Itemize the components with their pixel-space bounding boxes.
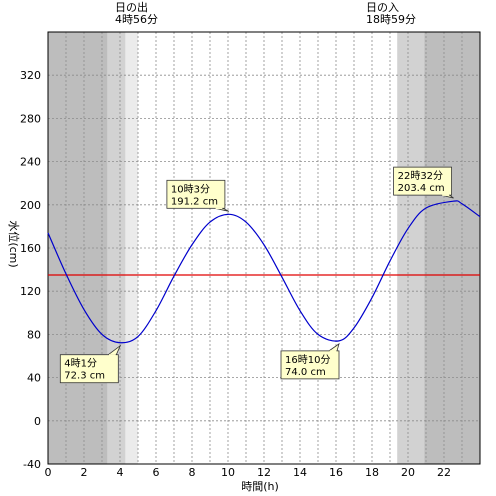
y-tick-label: 200 (20, 199, 41, 212)
annotation-box (280, 350, 340, 380)
annotation-box (166, 179, 226, 209)
x-tick-label: 8 (189, 466, 196, 479)
annotation-time: 4時1分 (64, 358, 97, 370)
annotation-time: 22時32分 (398, 170, 443, 182)
sunrise-label: 日の出 (115, 0, 148, 14)
x-tick-label: 6 (153, 466, 160, 479)
annotation-value: 72.3 cm (64, 371, 105, 382)
y-tick-label: 320 (20, 69, 41, 82)
y-tick-label: 240 (20, 156, 41, 169)
y-tick-label: 120 (20, 285, 41, 298)
x-tick-label: 14 (293, 466, 307, 479)
y-tick-label: 0 (34, 415, 41, 428)
x-tick-labels: 0 2 4 6 8 10 12 14 16 18 20 22 (45, 466, 452, 479)
y-tick-labels: -40 0 40 80 120 160 200 240 280 320 (20, 69, 41, 471)
x-tick-label: 12 (257, 466, 271, 479)
series-group (47, 200, 481, 344)
annotation-pointer-mask (329, 350, 337, 352)
y-tick-label: 80 (27, 328, 41, 341)
annotation-box (59, 354, 119, 384)
x-tick-label: 10 (221, 466, 235, 479)
x-tick-label: 16 (329, 466, 343, 479)
sunset-time: 18時59分 (366, 13, 416, 26)
y-tick-label: 160 (20, 242, 41, 255)
annotation-value: 191.2 cm (171, 196, 218, 207)
annotation-pointer-mask (442, 194, 449, 196)
x-tick-label: 0 (45, 466, 52, 479)
grid (48, 32, 480, 464)
y-tick-label: 40 (27, 372, 41, 385)
tide-series-line (47, 200, 481, 344)
y-tick-label: 280 (20, 112, 41, 125)
annotation-value: 74.0 cm (285, 367, 326, 378)
x-tick-label: 20 (401, 466, 415, 479)
annotation-box (393, 166, 452, 196)
annotation-pointer-mask (108, 354, 116, 356)
x-axis-label: 時間(h) (241, 480, 279, 493)
plot-frame (47, 31, 481, 465)
x-tick-label: 22 (437, 466, 451, 479)
annotation-pointer-mask (215, 207, 223, 210)
annotation-time: 10時3分 (171, 183, 210, 195)
annotation-value: 203.4 cm (398, 183, 445, 194)
sunset-label: 日の入 (366, 1, 399, 14)
x-tick-label: 4 (117, 466, 124, 479)
x-tick-label: 18 (365, 466, 379, 479)
y-axis-label: 水位(cm) (7, 220, 21, 267)
x-tick-label: 2 (81, 466, 88, 479)
band-dawn (125, 32, 138, 464)
sunrise-time: 4時56分 (115, 13, 158, 26)
y-tick-label: -40 (23, 458, 41, 471)
annotation-time: 16時10分 (285, 354, 330, 366)
